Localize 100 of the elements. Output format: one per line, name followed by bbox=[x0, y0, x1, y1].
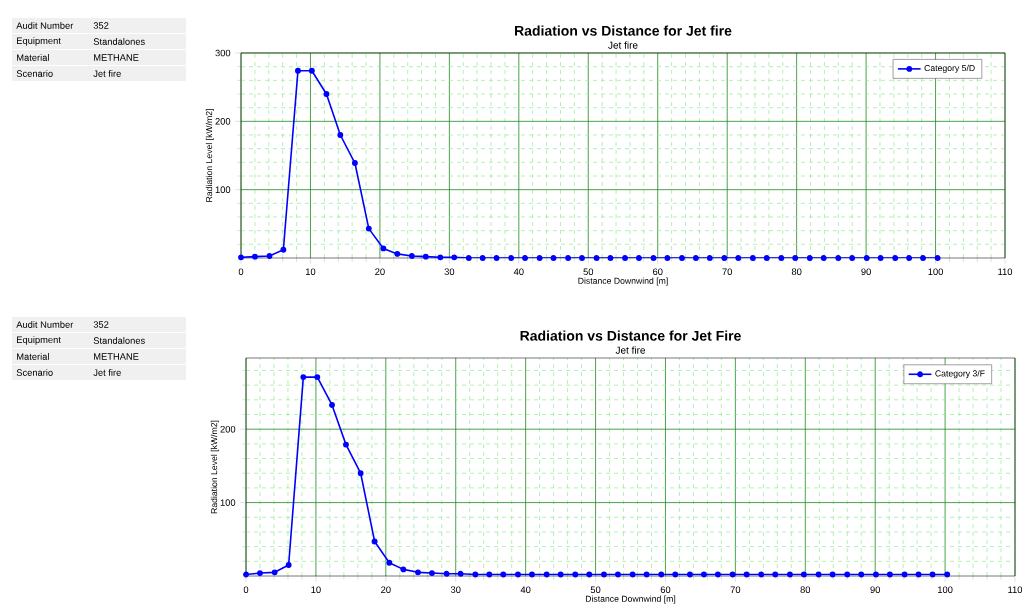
point bbox=[901, 571, 908, 578]
point bbox=[778, 255, 785, 261]
point bbox=[934, 255, 941, 261]
point bbox=[243, 571, 249, 578]
chart-subtitle: Jet fire bbox=[608, 41, 638, 49]
x-tick-label: 20 bbox=[381, 586, 391, 593]
point bbox=[515, 571, 521, 578]
text: Equipment bbox=[17, 37, 61, 46]
x-tick-label: 100 bbox=[928, 268, 943, 275]
x-tick-label: 110 bbox=[998, 268, 1013, 275]
point bbox=[920, 255, 926, 261]
x-axis-title: Distance Downwind [m] bbox=[585, 595, 676, 604]
point bbox=[743, 571, 750, 578]
text: Material bbox=[17, 353, 49, 360]
point bbox=[729, 571, 736, 578]
point bbox=[749, 255, 756, 261]
text: METHANE bbox=[94, 353, 139, 360]
point bbox=[658, 571, 665, 578]
text: 352 bbox=[93, 22, 109, 29]
point bbox=[522, 255, 529, 261]
x-tick-label: 0 bbox=[243, 586, 249, 593]
point bbox=[329, 402, 335, 408]
point bbox=[550, 255, 557, 261]
text: METHANE bbox=[94, 54, 139, 61]
point bbox=[714, 571, 721, 578]
x-tick-label: 60 bbox=[660, 586, 671, 593]
point bbox=[593, 255, 600, 261]
point bbox=[772, 571, 779, 578]
point bbox=[457, 570, 464, 577]
x-tick-label: 30 bbox=[450, 586, 461, 593]
x-tick-label: 40 bbox=[513, 268, 524, 275]
x-tick-label: 40 bbox=[520, 586, 531, 593]
point bbox=[664, 255, 671, 261]
point bbox=[706, 255, 713, 261]
point bbox=[906, 255, 913, 261]
text: Scenario bbox=[16, 369, 53, 376]
chart-subtitle: Jet fire bbox=[615, 346, 646, 354]
x-tick-label: 20 bbox=[375, 268, 385, 275]
point bbox=[693, 255, 699, 261]
point bbox=[357, 470, 364, 477]
point bbox=[687, 571, 693, 578]
point bbox=[872, 571, 879, 578]
point bbox=[543, 571, 550, 578]
y-tick-label: 300 bbox=[215, 49, 231, 57]
point bbox=[337, 132, 344, 138]
point bbox=[636, 255, 642, 261]
point bbox=[858, 571, 865, 578]
text: Jet fire bbox=[93, 369, 121, 376]
x-tick-label: 90 bbox=[870, 586, 881, 593]
text: Audit Number bbox=[16, 321, 74, 328]
point bbox=[877, 255, 884, 261]
point bbox=[365, 225, 372, 232]
y-tick-label: 200 bbox=[215, 118, 231, 125]
point bbox=[886, 571, 893, 578]
legend-label: Category 3/F bbox=[935, 370, 985, 379]
point bbox=[400, 566, 407, 573]
point bbox=[721, 255, 728, 261]
point bbox=[536, 255, 543, 261]
text: Standalones bbox=[93, 337, 145, 344]
point bbox=[892, 255, 899, 261]
point bbox=[508, 255, 515, 261]
y-tick-label: 200 bbox=[220, 425, 236, 433]
text: Equipment bbox=[17, 336, 61, 345]
point bbox=[429, 570, 435, 576]
point bbox=[472, 571, 479, 578]
point bbox=[792, 255, 799, 261]
point bbox=[271, 569, 278, 576]
point bbox=[251, 253, 258, 260]
x-tick-label: 60 bbox=[653, 268, 663, 275]
x-tick-label: 70 bbox=[722, 268, 733, 275]
point bbox=[238, 254, 244, 261]
point bbox=[586, 571, 593, 578]
x-tick-label: 0 bbox=[238, 268, 244, 275]
point bbox=[622, 255, 629, 261]
x-tick-label: 80 bbox=[791, 268, 802, 275]
point bbox=[295, 67, 301, 74]
point bbox=[800, 571, 807, 578]
x-tick-label: 50 bbox=[590, 586, 601, 593]
point bbox=[758, 571, 765, 578]
x-tick-label: 50 bbox=[583, 268, 594, 275]
x-tick-label: 100 bbox=[938, 586, 953, 593]
y-axis-title: Radiation Level [kW/m2] bbox=[210, 420, 219, 514]
point bbox=[572, 571, 579, 578]
point bbox=[650, 255, 657, 261]
point bbox=[643, 571, 650, 578]
point bbox=[529, 571, 535, 578]
point bbox=[323, 91, 330, 97]
point bbox=[607, 255, 614, 261]
point bbox=[451, 254, 458, 261]
point bbox=[915, 571, 922, 578]
text: Standalones bbox=[93, 38, 145, 45]
point bbox=[257, 570, 263, 576]
x-tick-label: 10 bbox=[311, 586, 321, 593]
point bbox=[672, 571, 679, 578]
point bbox=[280, 246, 287, 253]
x-tick-label: 90 bbox=[861, 268, 871, 275]
point bbox=[700, 571, 707, 578]
point bbox=[863, 255, 870, 261]
point bbox=[437, 254, 444, 261]
point bbox=[929, 571, 936, 578]
